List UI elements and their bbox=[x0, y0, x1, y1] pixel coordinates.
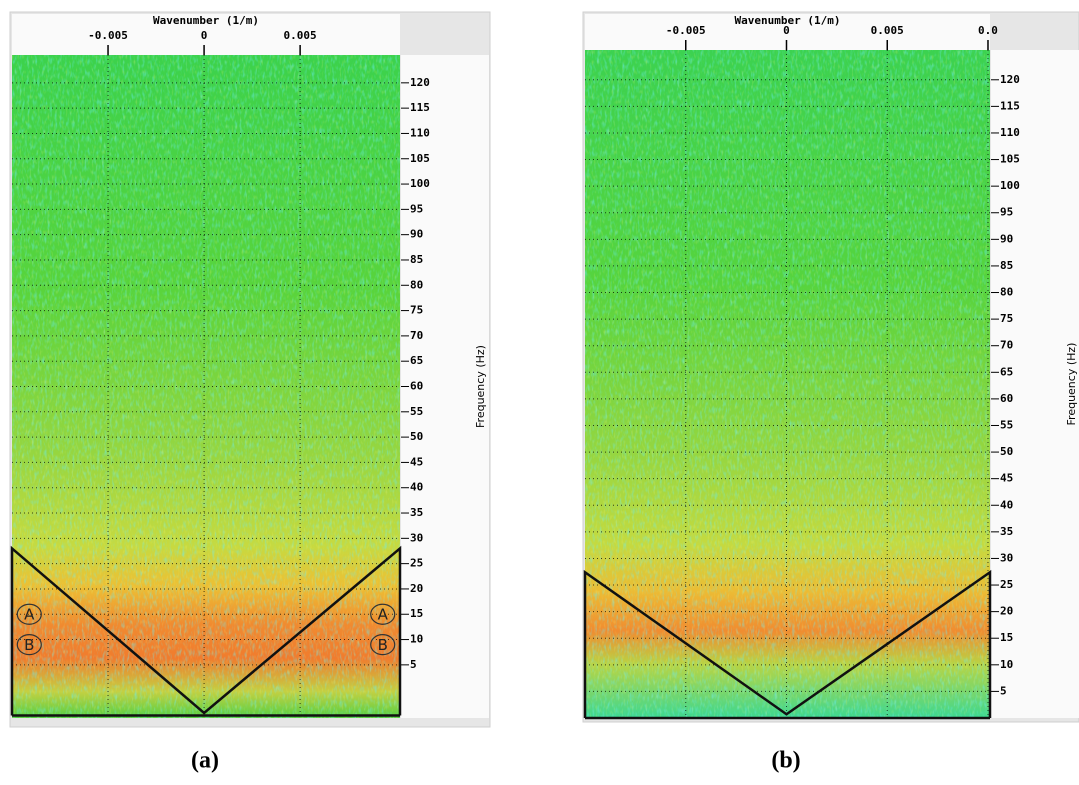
axis-band bbox=[12, 14, 400, 55]
y-tick-label: 30 bbox=[410, 531, 423, 544]
caption: (b) bbox=[771, 748, 800, 774]
y-tick-label: 5 bbox=[410, 658, 417, 671]
y-tick-label: 80 bbox=[410, 278, 423, 291]
panel: Wavenumber (1/m) -0.005 0 0.005 5 10 15 20 25 30 3… bbox=[9, 11, 491, 728]
annotation: B bbox=[378, 636, 388, 654]
y-tick-label: 55 bbox=[410, 405, 423, 418]
y-tick-label: 35 bbox=[1000, 525, 1013, 538]
y-tick-label: 25 bbox=[410, 557, 423, 570]
y-tick-label: 95 bbox=[410, 202, 423, 215]
y-tick-label: 40 bbox=[410, 481, 423, 494]
y-tick-label: 50 bbox=[1000, 445, 1013, 458]
annotation: A bbox=[378, 606, 389, 624]
y-tick-label: 100 bbox=[1000, 179, 1020, 192]
y-tick-label: 60 bbox=[410, 380, 423, 393]
y-tick-label: 75 bbox=[410, 304, 423, 317]
y-tick-label: 45 bbox=[1000, 472, 1013, 485]
spectrum-noise bbox=[585, 50, 990, 718]
x-tick-label: 0.005 bbox=[284, 29, 317, 42]
y-tick-label: 85 bbox=[1000, 259, 1013, 272]
panel: Wavenumber (1/m) -0.005 0 0.005 0.0 5 10 15 20 25… bbox=[582, 11, 1079, 723]
y-tick-label: 45 bbox=[410, 455, 423, 468]
y-tick-label: 110 bbox=[1000, 126, 1020, 139]
x-tick-label: 0.0 bbox=[978, 24, 998, 37]
y-axis-label: Frequency (Hz) bbox=[474, 345, 487, 428]
y-tick-label: 70 bbox=[410, 329, 423, 342]
y-axis-label: Frequency (Hz) bbox=[1065, 343, 1078, 426]
spectrum-noise bbox=[12, 55, 400, 718]
y-tick-label: 75 bbox=[1000, 312, 1013, 325]
axis-band bbox=[991, 50, 1079, 718]
x-tick-label: 0 bbox=[783, 24, 790, 37]
filter-polygon bbox=[583, 569, 992, 718]
y-tick-label: 90 bbox=[1000, 232, 1013, 245]
y-tick-label: 115 bbox=[410, 101, 430, 114]
x-tick-label: 0 bbox=[201, 29, 208, 42]
caption: (a) bbox=[191, 748, 219, 774]
y-tick-label: 120 bbox=[1000, 73, 1020, 86]
y-tick-label: 30 bbox=[1000, 551, 1013, 564]
x-tick-label: -0.005 bbox=[88, 29, 128, 42]
y-tick-label: 15 bbox=[410, 607, 423, 620]
annotation-circle bbox=[370, 603, 396, 625]
y-tick-label: 10 bbox=[1000, 658, 1013, 671]
y-tick-label: 55 bbox=[1000, 418, 1013, 431]
y-tick-label: 20 bbox=[1000, 605, 1013, 618]
y-tick-label: 100 bbox=[410, 177, 430, 190]
axis-band bbox=[585, 14, 990, 50]
y-tick-label: 10 bbox=[410, 633, 423, 646]
y-tick-label: 120 bbox=[410, 76, 430, 89]
y-tick-label: 105 bbox=[410, 152, 430, 165]
y-tick-label: 105 bbox=[1000, 153, 1020, 166]
annotation: A bbox=[24, 606, 35, 624]
annotation-circle bbox=[370, 634, 396, 656]
y-tick-label: 80 bbox=[1000, 286, 1013, 299]
x-tick-label: 0.005 bbox=[871, 24, 904, 37]
x-tick-label: -0.005 bbox=[666, 24, 706, 37]
y-tick-label: 70 bbox=[1000, 339, 1013, 352]
x-axis-label: Wavenumber (1/m) bbox=[153, 14, 259, 27]
y-tick-label: 65 bbox=[410, 354, 423, 367]
y-tick-label: 60 bbox=[1000, 392, 1013, 405]
annotation-circle bbox=[16, 603, 42, 625]
y-tick-label: 25 bbox=[1000, 578, 1013, 591]
y-tick-label: 115 bbox=[1000, 99, 1020, 112]
x-axis-label: Wavenumber (1/m) bbox=[735, 14, 841, 27]
filter-polygon bbox=[10, 545, 402, 716]
annotation: B bbox=[24, 636, 34, 654]
y-tick-label: 40 bbox=[1000, 498, 1013, 511]
y-tick-label: 95 bbox=[1000, 206, 1013, 219]
y-tick-label: 65 bbox=[1000, 365, 1013, 378]
y-tick-label: 20 bbox=[410, 582, 423, 595]
y-tick-label: 90 bbox=[410, 228, 423, 241]
y-tick-label: 85 bbox=[410, 253, 423, 266]
y-tick-label: 15 bbox=[1000, 631, 1013, 644]
annotation-circle bbox=[16, 634, 42, 656]
y-tick-label: 50 bbox=[410, 430, 423, 443]
y-tick-label: 35 bbox=[410, 506, 423, 519]
y-tick-label: 110 bbox=[410, 126, 430, 139]
axis-band bbox=[401, 55, 489, 718]
y-tick-label: 5 bbox=[1000, 684, 1007, 697]
